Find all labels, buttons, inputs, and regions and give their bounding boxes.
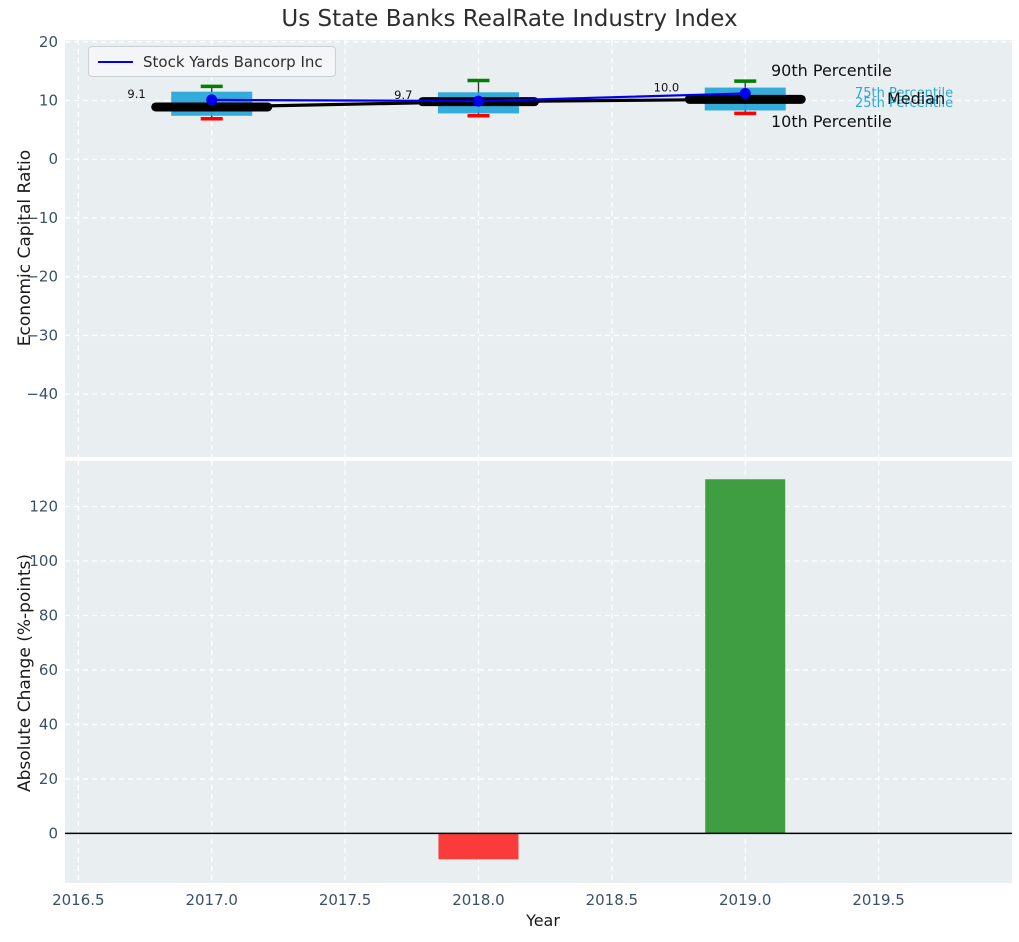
x-tick-label: 2017.0 <box>185 891 238 909</box>
chart-title: Us State Banks RealRate Industry Index <box>281 6 738 32</box>
legend-label: Stock Yards Bancorp Inc <box>143 52 323 71</box>
y-tick-label: −20 <box>26 268 58 286</box>
axes-background <box>65 461 1012 883</box>
company-point-2019 <box>739 87 751 99</box>
y-tick-label: 40 <box>39 715 58 733</box>
x-tick-label: 2019.0 <box>719 891 772 909</box>
x-tick-label: 2018.5 <box>586 891 639 909</box>
y-tick-label: 20 <box>39 770 58 788</box>
y-tick-label: 80 <box>39 606 58 624</box>
legend-line-sample <box>98 60 133 63</box>
y-tick-label: 0 <box>48 824 58 842</box>
y-tick-label: −40 <box>26 385 58 403</box>
bar-2019 <box>705 479 786 834</box>
y-tick-label: 0 <box>48 150 58 168</box>
y-axis-label-bottom: Absolute Change (%-points) <box>15 554 35 792</box>
y-tick-label: 60 <box>39 661 58 679</box>
y-tick-label: 20 <box>39 33 58 51</box>
legend: Stock Yards Bancorp Inc <box>88 46 336 77</box>
x-tick-label: 2019.5 <box>852 891 905 909</box>
label-75th-percentile: 75th Percentile <box>855 86 954 101</box>
x-tick-label: 2016.5 <box>52 891 105 909</box>
annotation-2019: 10.0 <box>654 80 680 94</box>
y-tick-label: 120 <box>29 497 58 515</box>
annotation-2017: 9.1 <box>127 87 145 101</box>
y-tick-label: −10 <box>26 209 58 227</box>
x-axis-label: Year <box>526 911 560 930</box>
label-25th-percentile: 25th Percentile <box>855 96 954 111</box>
y-tick-label: −30 <box>26 326 58 344</box>
y-tick-label: 10 <box>39 91 58 109</box>
annotation-2018: 9.7 <box>394 88 412 102</box>
x-tick-label: 2017.5 <box>319 891 372 909</box>
bar-2018 <box>438 833 519 860</box>
x-tick-label: 2018.0 <box>452 891 505 909</box>
label-median: Median <box>887 89 946 108</box>
company-point-2018 <box>472 95 484 107</box>
label-10th-percentile: 10th Percentile <box>771 112 892 131</box>
y-axis-label-top: Economic Capital Ratio <box>15 149 35 347</box>
company-point-2017 <box>206 94 218 106</box>
label-90th-percentile: 90th Percentile <box>771 61 892 80</box>
y-tick-label: 100 <box>29 552 58 570</box>
